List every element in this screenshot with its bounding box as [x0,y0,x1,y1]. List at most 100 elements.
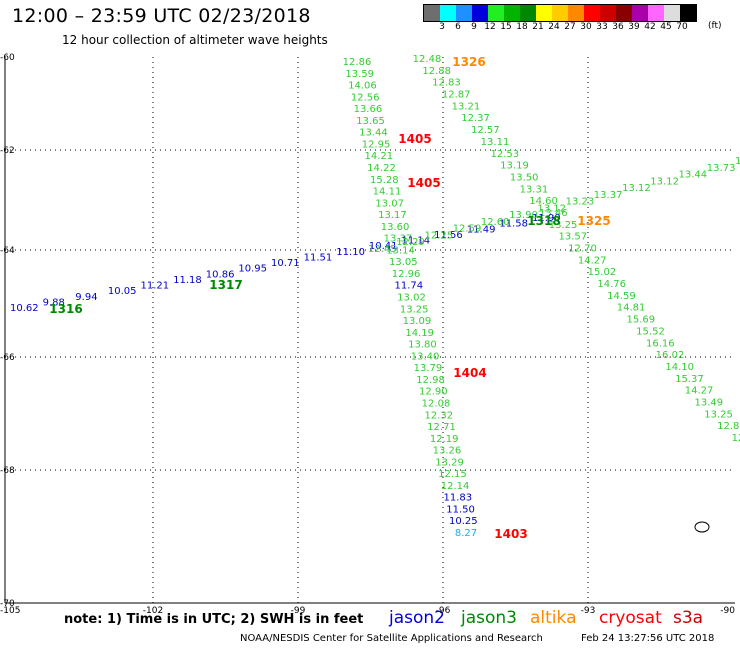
swh-value: 14.60 [529,196,558,207]
swh-value: 8.27 [455,528,477,539]
latitude-tick-label: -60 [0,53,15,63]
swh-value: 14.81 [617,303,646,314]
axis-tick-labels: -60 -62 -64 -66 -68 -70-105 -102 -99 -96 -93 -90 [0,53,735,616]
color-scale-label: 42 [644,22,656,32]
satellite-tracks: 12.8613.5914.0612.5613.6613.6513.4412.95… [10,54,740,539]
swh-value: 13.44 [359,128,388,139]
swh-value: 12.56 [351,92,380,103]
swh-value: 11.49 [467,224,496,235]
swh-value: 12.59 [453,224,482,235]
color-scale-label: 18 [516,22,528,32]
longitude-tick-label: -93 [581,606,596,616]
color-swatch [680,5,696,21]
color-scale-label: 9 [471,22,477,32]
map-subtitle: 12 hour collection of altimeter wave hei… [62,33,328,47]
longitude-tick-label: -90 [720,606,735,616]
swh-value: 15.02 [588,267,617,278]
pass-time-labels: 1326 1405 1405 1318 1325 1316 1317 1404 1403 [49,55,610,541]
swh-value: 10.71 [271,258,300,269]
swh-value: 13.31 [520,184,549,195]
swh-value: 12.32 [424,410,453,421]
latitude-tick-label: -64 [0,246,15,256]
swh-value: 11.58 [499,219,528,230]
swh-value: 13.49 [694,398,723,409]
swh-value: 13.44 [679,170,708,181]
wave-height-color-scale [423,4,697,22]
swh-value: 13.07 [375,198,404,209]
color-scale-unit: (ft) [708,21,722,31]
credit-line: NOAA/NESDIS Center for Satellite Applica… [240,633,543,644]
pass-time-label: 1318 [527,214,560,228]
swh-value: 11.10 [336,247,365,258]
swh-value: 11.83 [443,493,472,504]
swh-value: 12.19 [430,434,459,445]
color-swatch [568,5,584,21]
swh-value: 14.59 [607,291,636,302]
color-scale-label: 70 [676,22,688,32]
pass-time-label: 1326 [452,55,485,69]
swh-value: 13.40 [411,351,440,362]
latitude-tick-label: -68 [0,466,15,476]
swh-value: 12.29 [396,237,425,248]
swh-value: 11.90 [532,213,561,224]
swh-value: 10.86 [206,269,235,280]
swh-value: 12.15 [438,469,467,480]
generated-timestamp: Feb 24 13:27:56 UTC 2018 [581,633,715,644]
swh-value: 13.26 [433,446,462,457]
swh-value: 12.98 [416,375,445,386]
swh-value: 13.02 [397,293,426,304]
swh-value: 13.12 [650,176,679,187]
swh-value: 11.51 [304,252,333,263]
swh-value: 12.70 [568,244,597,255]
color-swatch [488,5,504,21]
swh-value: 14.27 [685,386,714,397]
swh-value: 12.48 [413,54,442,65]
pass-time-label: 1316 [49,302,82,316]
color-scale-label: 21 [532,22,544,32]
latitude-tick-label: -66 [0,353,15,363]
legend-s3a: s3a [673,608,704,628]
color-swatch [648,5,664,21]
swh-value: 13.12 [622,183,651,194]
color-swatch [504,5,520,21]
color-swatch [472,5,488,21]
color-scale-label: 3 [439,22,445,32]
color-swatch [552,5,568,21]
map-title: 12:00 – 23:59 UTC 02/23/2018 [12,5,311,27]
color-scale-label: 30 [580,22,592,32]
latitude-tick-label: -70 [0,599,15,609]
swh-value: 12.88 [422,66,451,77]
swh-value: 11.56 [434,230,463,241]
pass-time-label: 1405 [398,132,431,146]
swh-value: 12.25 [425,231,454,242]
swh-value: 16.02 [656,350,685,361]
swh-value: 13.37 [384,234,413,245]
pass-time-label: 1325 [577,214,610,228]
swh-value: 13.12 [537,203,566,214]
color-swatch [632,5,648,21]
color-swatch [424,5,440,21]
swh-value: 13.60 [381,222,410,233]
legend-cryosat: cryosat [599,608,662,628]
pass-time-label: 1317 [209,278,242,292]
color-scale-label: 12 [484,22,496,32]
color-scale-label: 33 [596,22,608,32]
color-scale-label: 36 [612,22,624,32]
color-swatch [584,5,600,21]
swh-value: 12.83 [432,78,461,89]
pass-time-label: 1403 [494,527,527,541]
longitude-tick-label: -99 [291,606,306,616]
swh-value: 13.80 [408,340,437,351]
color-swatch [664,5,680,21]
color-swatch [520,5,536,21]
color-swatch [600,5,616,21]
lat-lon-grid [5,57,735,603]
island-outline [694,521,710,533]
map-frame [4,57,735,604]
swh-value: 13.05 [389,257,418,268]
color-swatch [536,5,552,21]
swh-value: 12.37 [461,113,490,124]
swh-value: 11.50 [446,505,475,516]
swh-value: 13.79 [414,363,443,374]
